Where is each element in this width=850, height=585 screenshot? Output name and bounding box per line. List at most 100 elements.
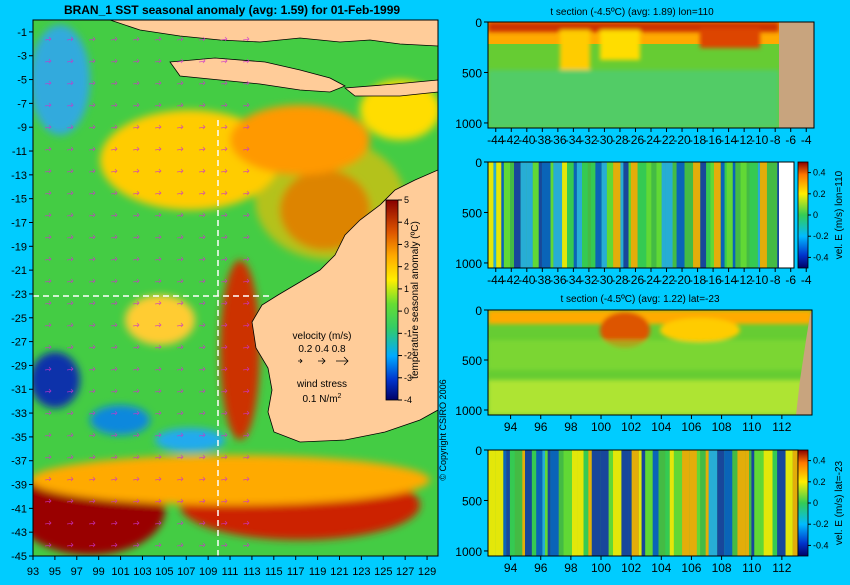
map-x-tick-label: 107 bbox=[177, 566, 195, 578]
map-y-tick-label: -17 bbox=[11, 217, 27, 229]
section-x-tick-label: 100 bbox=[591, 420, 611, 434]
section-x-tick-label: -18 bbox=[689, 273, 707, 287]
map-x-tick-label: 103 bbox=[133, 566, 151, 578]
vel-colorbar-tick-label: 0.4 bbox=[813, 168, 826, 178]
velocity-stripe bbox=[613, 450, 622, 556]
cool-patch-west bbox=[33, 352, 80, 408]
velocity-arrow bbox=[132, 542, 140, 548]
section-x-tick-label: 98 bbox=[564, 561, 578, 575]
velocity-stripe bbox=[777, 450, 786, 556]
velocity-stripe bbox=[760, 450, 764, 556]
section4-velocity-stripes bbox=[488, 450, 798, 556]
velocity-arrow bbox=[44, 432, 52, 438]
section-x-tick-label: -16 bbox=[704, 273, 722, 287]
velocity-arrow bbox=[66, 542, 74, 548]
velocity-arrow bbox=[110, 432, 118, 438]
velocity-arrow bbox=[198, 498, 206, 504]
velocity-arrow bbox=[132, 520, 140, 526]
velocity-arrow bbox=[176, 58, 184, 64]
velocity-arrow bbox=[154, 168, 162, 174]
velocity-arrow bbox=[110, 542, 118, 548]
velocity-arrow bbox=[220, 454, 228, 460]
velocity-stripe bbox=[724, 162, 727, 268]
map-y-tick-label: -41 bbox=[11, 503, 27, 515]
velocity-stripe bbox=[766, 162, 774, 268]
velocity-arrow bbox=[242, 432, 250, 438]
section-x-tick-label: 96 bbox=[534, 420, 548, 434]
velocity-arrow bbox=[44, 388, 52, 394]
section-x-tick-label: 108 bbox=[712, 420, 732, 434]
section-x-tick-label: 94 bbox=[504, 420, 518, 434]
sst-anomaly-map bbox=[33, 20, 438, 556]
velocity-arrow bbox=[154, 80, 162, 86]
velocity-arrow bbox=[220, 366, 228, 372]
velocity-stripe bbox=[582, 162, 588, 268]
map-x-tick-label: 111 bbox=[222, 566, 239, 578]
sst-colorbar-label: temperature seasonal anomaly (ºC) bbox=[410, 221, 421, 379]
map-x-tick-label: 113 bbox=[243, 566, 261, 578]
velocity-stripe bbox=[658, 450, 666, 556]
map-x-tick-label: 97 bbox=[71, 566, 83, 578]
velocity-arrow bbox=[220, 300, 228, 306]
velocity-arrow bbox=[154, 212, 162, 218]
velocity-arrow bbox=[110, 520, 118, 526]
map-y-tick-label: -1 bbox=[17, 27, 27, 39]
velocity-arrow bbox=[88, 388, 96, 394]
velocity-arrow bbox=[198, 58, 206, 64]
velocity-arrow bbox=[242, 520, 250, 526]
section-y-tick-label: 1000 bbox=[455, 117, 482, 131]
section-x-tick-label: -6 bbox=[785, 273, 796, 287]
velocity-arrow bbox=[44, 102, 52, 108]
section-x-tick-label: -40 bbox=[518, 273, 536, 287]
velocity-arrow bbox=[44, 498, 52, 504]
velocity-arrow bbox=[110, 476, 118, 482]
map-y-tick-label: -19 bbox=[11, 241, 27, 253]
velocity-arrow bbox=[242, 80, 250, 86]
velocity-stripe bbox=[509, 450, 515, 556]
section-x-tick-label: -40 bbox=[518, 133, 536, 147]
velocity-arrow bbox=[198, 322, 206, 328]
velocity-arrow bbox=[220, 476, 228, 482]
velocity-arrow bbox=[220, 124, 228, 130]
sst-colorbar-tick-label: -1 bbox=[404, 328, 412, 338]
velocity-arrow bbox=[66, 366, 74, 372]
velocity-arrow bbox=[220, 498, 228, 504]
map-x-tick-label: 99 bbox=[93, 566, 105, 578]
velocity-arrow bbox=[176, 234, 184, 240]
section-x-tick-label: -22 bbox=[658, 133, 676, 147]
map-y-tick-label: -9 bbox=[17, 122, 27, 134]
section2-heatmap bbox=[488, 162, 779, 268]
section2-colorbar-ticks: 0.4 0.2 0 -0.2 -0.4 bbox=[808, 168, 829, 262]
section-x-tick-label: -36 bbox=[549, 273, 567, 287]
velocity-stripe bbox=[749, 162, 758, 268]
section-x-tick-label: 102 bbox=[621, 420, 641, 434]
velocity-arrow bbox=[242, 388, 250, 394]
velocity-stripe bbox=[717, 450, 725, 556]
map-y-tick-label: -31 bbox=[11, 384, 27, 396]
velocity-arrow bbox=[44, 476, 52, 482]
section-x-tick-label: -38 bbox=[534, 273, 552, 287]
vel-colorbar-tick-label: 0 bbox=[813, 498, 818, 508]
velocity-stripe bbox=[630, 162, 638, 268]
velocity-arrow bbox=[198, 520, 206, 526]
velocity-arrow bbox=[198, 278, 206, 284]
velocity-arrow bbox=[220, 102, 228, 108]
velocity-stripe bbox=[514, 450, 523, 556]
section-x-tick-label: -14 bbox=[720, 273, 738, 287]
section-x-tick-label: -34 bbox=[565, 273, 583, 287]
velocity-arrow bbox=[66, 212, 74, 218]
velocity-arrow bbox=[220, 234, 228, 240]
map-y-tick-label: -15 bbox=[11, 194, 27, 206]
velocity-stripe bbox=[550, 162, 554, 268]
velocity-arrow bbox=[132, 300, 140, 306]
velocity-arrow bbox=[132, 80, 140, 86]
sst-colorbar-tick-label: 3 bbox=[404, 239, 409, 249]
velocity-stripe bbox=[591, 450, 601, 556]
map-y-tick-label: -13 bbox=[11, 170, 27, 182]
velocity-stripe bbox=[646, 162, 652, 268]
velocity-arrow bbox=[220, 256, 228, 262]
velocity-arrow bbox=[154, 498, 162, 504]
velocity-stripe bbox=[708, 450, 718, 556]
sst-colorbar-tick-label: -4 bbox=[404, 395, 412, 405]
velocity-arrow bbox=[66, 476, 74, 482]
